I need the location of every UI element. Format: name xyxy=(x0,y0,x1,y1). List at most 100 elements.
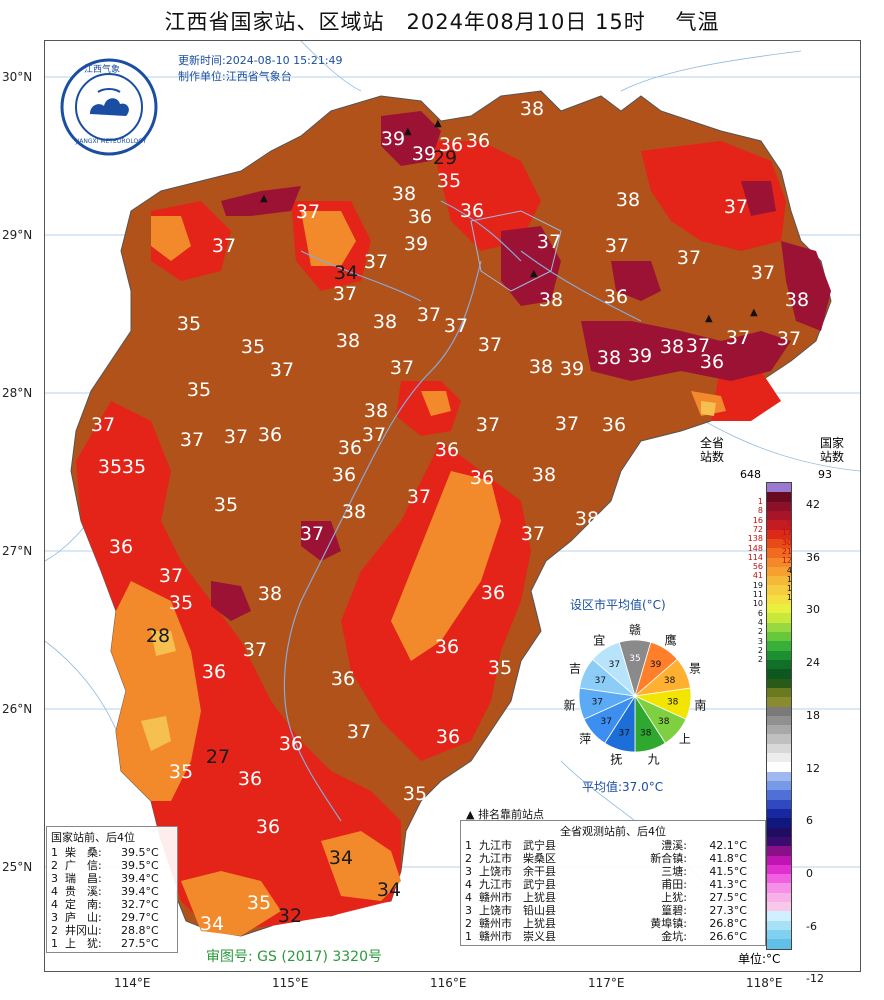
station-count-left: 2 xyxy=(757,627,763,637)
map-value: 38 xyxy=(257,583,283,605)
top-station-marker: ▲ xyxy=(404,126,412,137)
pie-slice-label: 鹰 xyxy=(665,632,677,647)
colorbar-segment xyxy=(767,734,791,744)
colorbar-segment xyxy=(767,659,791,670)
province-row: 1 九江市 武宁县 澧溪: 42.1°C xyxy=(465,839,761,852)
station-count-left: 114 xyxy=(747,552,763,562)
county: 柴桑区 xyxy=(523,852,556,865)
update-time: 更新时间:2024-08-10 15:21:49 xyxy=(178,54,343,67)
top-station-marker: ▲ xyxy=(530,268,538,279)
colorbar-segment xyxy=(767,669,791,679)
map-value: 35 xyxy=(402,783,428,805)
map-value: 35 xyxy=(436,170,462,192)
colorbar-segment xyxy=(767,548,791,558)
approval-number: 审图号: GS (2017) 3320号 xyxy=(206,949,382,965)
pie-slice-value: 38 xyxy=(640,729,652,739)
colorbar-segment xyxy=(767,855,791,865)
pie-slice-value: 35 xyxy=(629,654,640,664)
rank: 4 xyxy=(51,898,58,911)
national-row: 1 柴 桑: 39.5°C xyxy=(51,846,173,859)
map-value: 37 xyxy=(723,196,749,218)
rank: 3 xyxy=(51,911,58,924)
temperature: 27.3°C xyxy=(709,904,747,917)
map-value: 36 xyxy=(257,424,283,446)
national-row: 2 井冈山: 28.8°C xyxy=(51,924,173,937)
station-count-right: 5 xyxy=(786,519,792,528)
national-row: 3 庐 山: 29.7°C xyxy=(51,911,173,924)
map-value: 39 xyxy=(411,143,437,165)
colorbar-segment xyxy=(767,706,791,716)
pie-slice-value: 38 xyxy=(667,697,679,707)
map-value: 38 xyxy=(574,508,600,530)
pie-slice-label: 南 xyxy=(694,697,706,712)
map-value: 37 xyxy=(443,315,469,337)
station-count-left: 19 xyxy=(752,580,763,590)
map-value: 37 xyxy=(725,327,751,349)
map-value: 36 xyxy=(459,200,485,222)
map-value: 36 xyxy=(438,134,464,156)
pie-slice-宜 xyxy=(592,641,636,698)
station-count-left: 2 xyxy=(757,645,763,655)
colorbar-segment xyxy=(767,836,791,847)
legend-total-right: 93 xyxy=(818,468,832,481)
map-value: 38 xyxy=(341,501,367,523)
station-count-left: 4 xyxy=(757,617,763,627)
lon-label-117: 117°E xyxy=(588,976,625,990)
map-value: 37 xyxy=(211,235,237,257)
map-value: 35 xyxy=(97,456,123,478)
map-value: 38 xyxy=(531,464,557,486)
map-value: 37 xyxy=(158,565,184,587)
station-name: 广 信: xyxy=(65,859,102,872)
rank: 3 xyxy=(51,872,58,885)
colorbar-tick: 42 xyxy=(806,498,820,511)
zone-34 xyxy=(111,211,726,936)
city: 赣州市 xyxy=(479,891,512,904)
colorbar-segment xyxy=(767,771,791,781)
station-count-left: 56 xyxy=(752,562,763,572)
map-value: 36 xyxy=(108,536,134,558)
zone-29 xyxy=(141,401,716,751)
map-value: 34 xyxy=(328,847,354,869)
station: 篁碧: xyxy=(661,904,687,917)
map-value: 37 xyxy=(520,523,546,545)
colorbar-segment xyxy=(767,715,791,726)
station: 新合镇: xyxy=(650,852,687,865)
top-station-marker: ▲ xyxy=(750,307,758,318)
marker-note-text: 排名靠前站点 xyxy=(477,808,544,821)
pie-slice-value: 39 xyxy=(650,660,662,670)
map-value: 36 xyxy=(603,286,629,308)
colorbar-segment xyxy=(767,939,791,949)
province-row: 4 九江市 武宁县 甫田: 41.3°C xyxy=(465,878,761,891)
pie-slice-value: 37 xyxy=(600,717,611,727)
pie-slice-value: 37 xyxy=(595,676,606,686)
colorbar-segment xyxy=(767,799,791,809)
legend-header-left: 全省 站数 xyxy=(700,436,725,464)
province-station-box: 全省观测站前、后4位 1 九江市 武宁县 澧溪: 42.1°C 2 九江市 柴桑区 新合镇: 41… xyxy=(460,820,766,946)
top-station-marker: ▲ xyxy=(260,193,268,204)
map-value: 37 xyxy=(685,335,711,357)
map-value: 36 xyxy=(330,668,356,690)
colorbar-segment xyxy=(767,864,791,875)
lat-label-30: 30°N xyxy=(2,70,33,84)
colorbar-tick: 0 xyxy=(806,866,813,880)
station-name: 定 南: xyxy=(65,898,102,911)
station-count-left: 2 xyxy=(757,655,763,665)
map-value: 29 xyxy=(432,147,458,169)
station: 黄埠镇: xyxy=(650,917,687,930)
map-value: 39 xyxy=(380,128,406,150)
map-value: 27 xyxy=(205,746,231,768)
colorbar-segment xyxy=(767,697,791,707)
colorbar-segment xyxy=(767,818,791,828)
station: 金坑: xyxy=(661,930,687,943)
map-value: 36 xyxy=(699,351,725,373)
map-value: 37 xyxy=(389,357,415,379)
station-name: 柴 桑: xyxy=(65,846,102,859)
city-average-pie: 35 赣 39 鹰 38 景 38 南 38 上 38 九 37 抚 37 萍 37 新 37 吉 37 宜 xyxy=(564,623,707,766)
station-count-right: 1 xyxy=(786,584,792,594)
temperature-colorbar xyxy=(766,482,792,950)
page-title: 江西省国家站、区域站 2024年08月10日 15时 气温 xyxy=(164,10,720,34)
map-value: 37 xyxy=(295,201,321,223)
logo-text-bottom: JIANGXI METEOROLOGY xyxy=(75,138,147,145)
national-row: 1 上 犹: 27.5°C xyxy=(51,937,173,950)
map-value: 37 xyxy=(179,429,205,451)
